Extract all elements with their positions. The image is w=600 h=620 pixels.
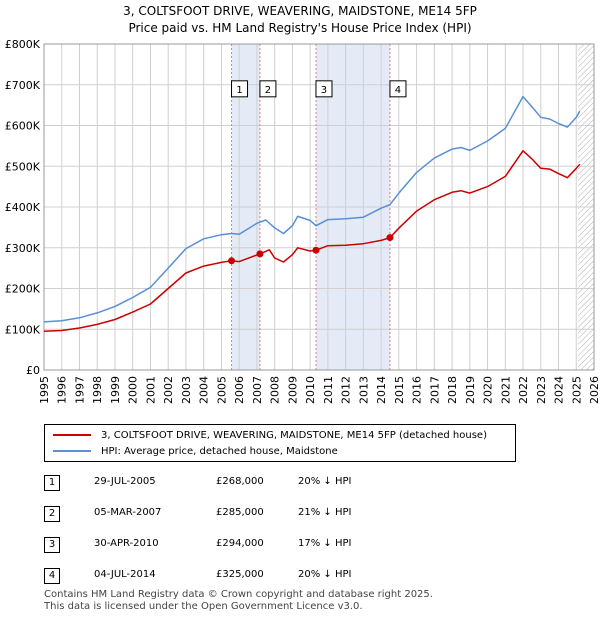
x-tick-label: 2002 bbox=[162, 376, 175, 404]
x-tick-label: 2003 bbox=[180, 376, 193, 404]
y-tick-label: £500K bbox=[5, 160, 41, 173]
chart-title: 3, COLTSFOOT DRIVE, WEAVERING, MAIDSTONE… bbox=[123, 4, 477, 18]
x-tick-label: 2004 bbox=[198, 376, 211, 404]
sale-badge: 4 bbox=[44, 568, 60, 584]
x-tick-label: 2012 bbox=[340, 376, 353, 404]
sale-price: £285,000 bbox=[216, 507, 264, 518]
sale-badge: 1 bbox=[44, 475, 60, 491]
table-row: 3 30-APR-2010 £294,000 17% ↓ HPI bbox=[44, 535, 564, 566]
x-tick-label: 2013 bbox=[357, 376, 370, 404]
sale-hpi-diff: 17% ↓ HPI bbox=[298, 538, 352, 549]
y-tick-label: £0 bbox=[26, 364, 40, 377]
y-tick-label: £800K bbox=[5, 38, 41, 51]
x-tick-label: 2000 bbox=[127, 376, 140, 404]
legend-line-property bbox=[53, 434, 91, 436]
price-chart: £0 £100K £200K £300K £400K £500K £600K £700K £80… bbox=[5, 38, 600, 404]
sale-date: 29-JUL-2005 bbox=[94, 476, 156, 487]
footer: Contains HM Land Registry data © Crown c… bbox=[44, 589, 433, 613]
table-row: 1 29-JUL-2005 £268,000 20% ↓ HPI bbox=[44, 473, 564, 504]
legend-item-hpi: HPI: Average price, detached house, Maid… bbox=[53, 445, 338, 459]
sale-price: £268,000 bbox=[216, 476, 264, 487]
sale-point bbox=[256, 250, 264, 258]
sale-label-box bbox=[259, 80, 277, 98]
x-tick-label: 1999 bbox=[109, 376, 122, 404]
y-tick-label: £100K bbox=[5, 323, 41, 336]
x-tick-label: 2023 bbox=[535, 376, 548, 404]
sale-date: 05-MAR-2007 bbox=[94, 507, 162, 518]
sale-label-box bbox=[389, 80, 407, 98]
sale-hpi-diff: 20% ↓ HPI bbox=[298, 569, 352, 580]
sale-point bbox=[228, 257, 236, 265]
series-hpi-line bbox=[43, 95, 581, 323]
table-row: 2 05-MAR-2007 £285,000 21% ↓ HPI bbox=[44, 504, 564, 535]
footer-license: This data is licensed under the Open Gov… bbox=[44, 601, 363, 612]
legend-line-hpi bbox=[53, 450, 91, 452]
legend: 3, COLTSFOOT DRIVE, WEAVERING, MAIDSTONE… bbox=[44, 424, 516, 462]
sale-label-number: 4 bbox=[395, 85, 401, 96]
table-row: 4 04-JUL-2014 £325,000 20% ↓ HPI bbox=[44, 566, 564, 597]
x-tick-label: 2005 bbox=[215, 376, 228, 404]
x-tick-label: 1996 bbox=[56, 376, 69, 404]
sale-label-number: 2 bbox=[265, 85, 271, 96]
plot-frame bbox=[43, 43, 595, 371]
x-tick-label: 1997 bbox=[73, 376, 86, 404]
x-tick-label: 2014 bbox=[375, 376, 388, 404]
x-tick-label: 2010 bbox=[304, 376, 317, 404]
x-tick-label: 2021 bbox=[499, 376, 512, 404]
x-tick-label: 2006 bbox=[233, 376, 246, 404]
y-tick-label: £300K bbox=[5, 242, 41, 255]
x-tick-label: 2024 bbox=[553, 376, 566, 404]
x-tick-label: 2020 bbox=[482, 376, 495, 404]
y-tick-label: £400K bbox=[5, 201, 41, 214]
x-tick-label: 2001 bbox=[144, 376, 157, 404]
sale-hpi-diff: 21% ↓ HPI bbox=[298, 507, 352, 518]
sale-hpi-diff: 20% ↓ HPI bbox=[298, 476, 352, 487]
footer-copyright: Contains HM Land Registry data © Crown c… bbox=[44, 589, 433, 600]
legend-item-property: 3, COLTSFOOT DRIVE, WEAVERING, MAIDSTONE… bbox=[53, 429, 487, 443]
sale-date: 04-JUL-2014 bbox=[94, 569, 156, 580]
y-tick-label: £200K bbox=[5, 283, 41, 296]
x-tick-label: 2016 bbox=[411, 376, 424, 404]
sale-date: 30-APR-2010 bbox=[94, 538, 159, 549]
x-tick-label: 2017 bbox=[428, 376, 441, 404]
x-tick-label: 1995 bbox=[38, 376, 51, 404]
legend-label-property: 3, COLTSFOOT DRIVE, WEAVERING, MAIDSTONE… bbox=[101, 430, 487, 441]
y-tick-label: £700K bbox=[5, 79, 41, 92]
sale-price: £325,000 bbox=[216, 569, 264, 580]
x-tick-label: 1998 bbox=[91, 376, 104, 404]
x-tick-label: 2022 bbox=[517, 376, 530, 404]
sale-label-box bbox=[231, 80, 249, 98]
sale-label-number: 1 bbox=[236, 85, 242, 96]
x-tick-label: 2026 bbox=[588, 376, 600, 404]
x-tick-label: 2018 bbox=[446, 376, 459, 404]
x-tick-label: 2009 bbox=[286, 376, 299, 404]
sale-point bbox=[386, 234, 394, 242]
sale-label-box bbox=[315, 80, 333, 98]
x-tick-label: 2008 bbox=[269, 376, 282, 404]
sale-point bbox=[312, 246, 320, 254]
sale-price: £294,000 bbox=[216, 538, 264, 549]
series-property-line bbox=[43, 150, 581, 333]
legend-label-hpi: HPI: Average price, detached house, Maid… bbox=[101, 446, 338, 457]
sale-badge: 3 bbox=[44, 537, 60, 553]
x-tick-label: 2011 bbox=[322, 376, 335, 404]
x-tick-label: 2025 bbox=[570, 376, 583, 404]
chart-subtitle: Price paid vs. HM Land Registry's House … bbox=[128, 21, 472, 35]
x-tick-label: 2015 bbox=[393, 376, 406, 404]
sale-label-number: 3 bbox=[321, 85, 327, 96]
x-tick-label: 2019 bbox=[464, 376, 477, 404]
y-tick-label: £600K bbox=[5, 120, 41, 133]
x-tick-label: 2007 bbox=[251, 376, 264, 404]
sale-badge: 2 bbox=[44, 506, 60, 522]
transactions-table: 1 29-JUL-2005 £268,000 20% ↓ HPI 2 05-MA… bbox=[44, 473, 564, 597]
